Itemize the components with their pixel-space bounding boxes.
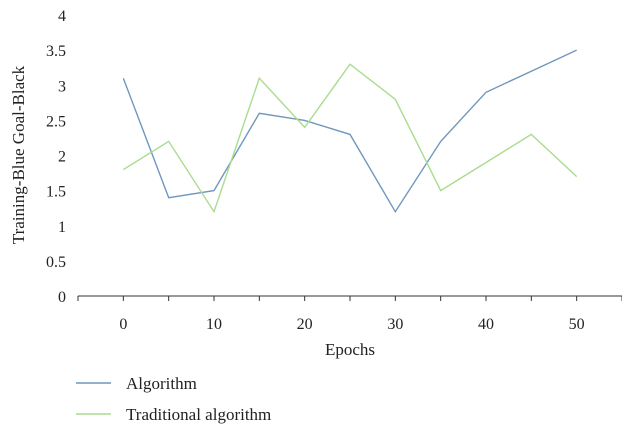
y-tick-label: 4 (58, 8, 66, 25)
x-tick-label: 0 (119, 316, 127, 333)
y-tick-label: 1.5 (46, 184, 66, 201)
x-tick-label: 10 (206, 316, 222, 333)
series-line-algorithm (122, 49, 577, 214)
legend-label: Traditional algorithm (126, 405, 271, 424)
x-tick-label: 20 (297, 316, 313, 333)
y-axis-ticks: 0 0.5 1 1.5 2 2.5 3 3.5 4 (46, 8, 66, 306)
x-tick-label: 30 (387, 316, 403, 333)
legend: Algorithm Traditional algorithm (76, 374, 271, 424)
y-tick-label: 3.5 (46, 43, 66, 60)
legend-label: Algorithm (126, 374, 197, 393)
y-tick-label: 0 (58, 289, 66, 306)
series-line-traditional-algorithm (122, 63, 578, 214)
x-axis-ticks: 0 10 20 30 40 50 (77, 296, 622, 333)
y-tick-label: 2.5 (46, 113, 66, 130)
y-tick-label: 1 (58, 219, 66, 236)
x-tick-label: 50 (569, 316, 585, 333)
y-tick-label: 0.5 (46, 254, 66, 271)
y-tick-label: 2 (58, 149, 66, 166)
y-axis-title: Training-Blue Goal-Black (9, 65, 28, 244)
x-axis-title: Epochs (325, 340, 375, 359)
series-lines (122, 49, 578, 214)
y-tick-label: 3 (58, 78, 66, 95)
x-tick-label: 40 (478, 316, 494, 333)
